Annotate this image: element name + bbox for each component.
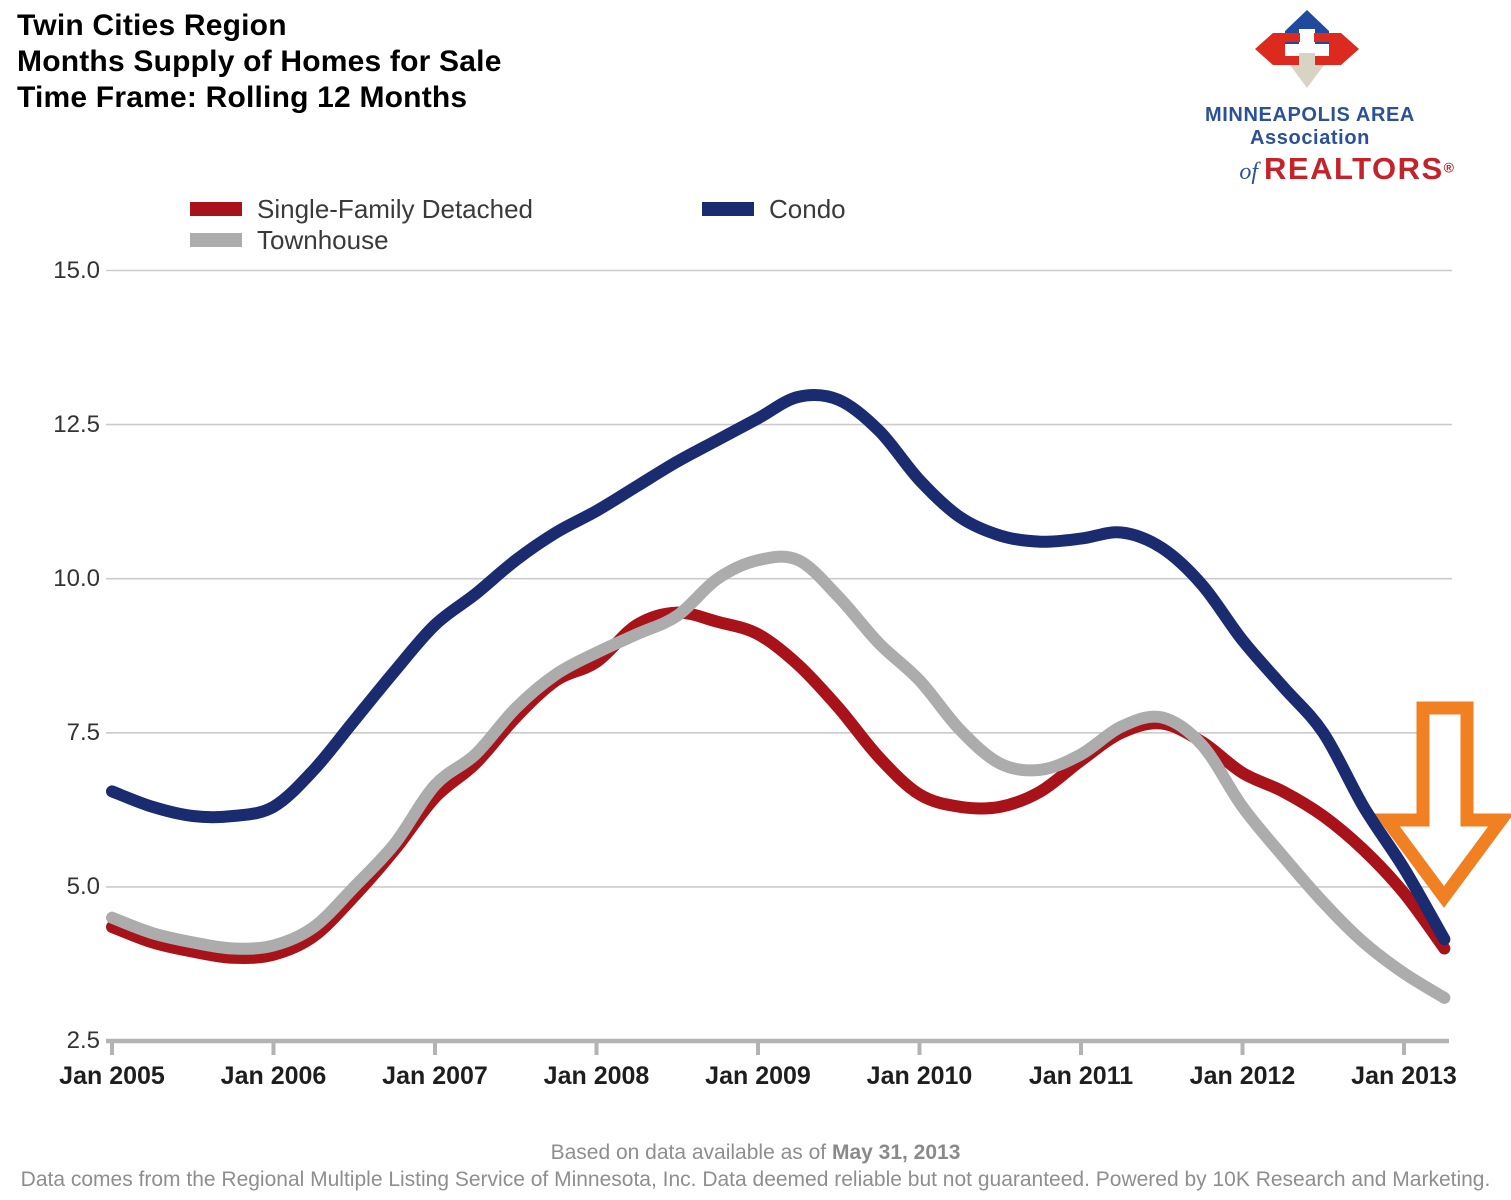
registered-mark-icon: ® — [1443, 159, 1454, 176]
legend-swatch-condo — [702, 202, 754, 216]
logo-text: MINNEAPOLIS AREA Association of REALTORS® — [1140, 104, 1462, 187]
footer-availability-prefix: Based on data available as of — [550, 1141, 832, 1164]
legend-label-single-family: Single-Family Detached — [257, 194, 534, 224]
series-line-single-family-detached — [106, 606, 1451, 965]
footer-availability-line: Based on data available as of May 31, 20… — [0, 1140, 1511, 1166]
logo-down-arrow-icon — [1290, 53, 1324, 88]
footer: Based on data available as of May 31, 20… — [0, 1140, 1511, 1194]
logo-of-text: of — [1239, 159, 1259, 185]
maar-logo: MINNEAPOLIS AREA Association of REALTORS® — [1140, 0, 1462, 186]
legend-swatch-single-family — [190, 202, 242, 216]
title-line-metric: Months Supply of Homes for Sale — [17, 45, 502, 78]
logo-left-arrow-icon — [1255, 33, 1300, 65]
logo-association-line: MINNEAPOLIS AREA Association — [1205, 104, 1415, 149]
legend-swatch-townhouse — [190, 233, 242, 247]
logo-realtors-text: REALTORS — [1264, 151, 1444, 186]
title-line-region: Twin Cities Region — [17, 9, 287, 42]
footer-disclaimer-line: Data comes from the Regional Multiple Li… — [20, 1168, 1491, 1191]
legend-label-condo: Condo — [769, 194, 846, 224]
logo-right-arrow-icon — [1314, 33, 1359, 65]
down-arrow-annotation — [1374, 701, 1511, 908]
series-line-townhouse — [106, 550, 1451, 1004]
legend-label-townhouse: Townhouse — [257, 225, 389, 255]
maar-compass-icon — [1255, 10, 1359, 88]
footer-availability-date: May 31, 2013 — [831, 1141, 961, 1164]
title-line-timeframe: Time Frame: Rolling 12 Months — [17, 81, 468, 114]
series-line-condo — [106, 389, 1451, 946]
logo-realtors-line: of REALTORS® — [1140, 151, 1462, 187]
chart-title-block: Twin Cities Region Months Supply of Home… — [17, 8, 502, 116]
